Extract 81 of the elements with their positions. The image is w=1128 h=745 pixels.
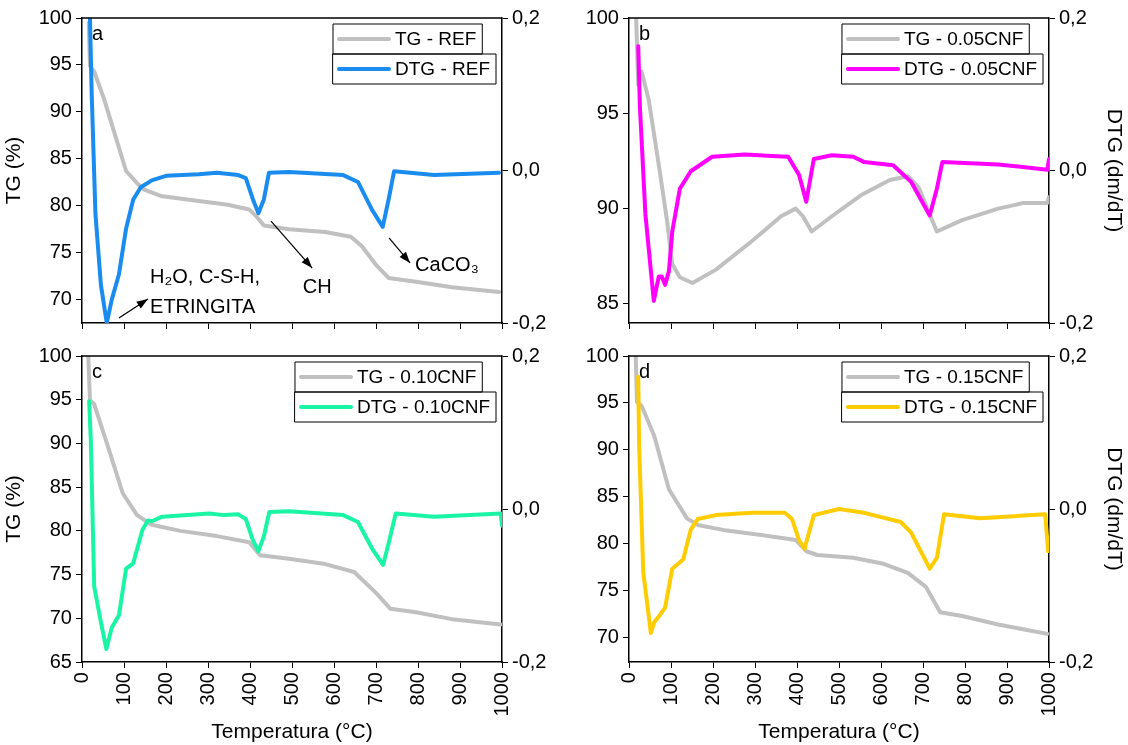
- x-tick-label: 400: [784, 672, 807, 706]
- annotation: a: [92, 21, 104, 44]
- y-tick-label: 90: [596, 437, 619, 460]
- x-tick-label: 700: [363, 672, 386, 706]
- annotation: d: [639, 359, 651, 382]
- x-tick-label: 900: [447, 672, 470, 706]
- legend-label: DTG - 0.05CNF: [903, 58, 1038, 80]
- y2-tick-label: -0,2: [1059, 649, 1094, 672]
- x-axis-title: Temperatura (°C): [758, 719, 920, 743]
- y-tick-label: 95: [49, 387, 72, 410]
- y-tick-label: 75: [596, 578, 619, 601]
- x-tick-label: 900: [994, 672, 1017, 706]
- x-tick-label: 400: [237, 672, 260, 706]
- legend-label: DTG - 0.15CNF: [903, 396, 1038, 418]
- y2-tick-label: 0,2: [512, 5, 540, 28]
- y-tick-label: 100: [38, 343, 72, 366]
- y-tick-label: 80: [596, 531, 619, 554]
- y2-tick-label: -0,2: [1059, 310, 1094, 333]
- legend-label: DTG - REF: [395, 58, 491, 80]
- x-tick-label: 1000: [1036, 672, 1059, 717]
- y-tick-label: 85: [49, 474, 72, 497]
- x-tick-label: 600: [868, 672, 891, 706]
- y2-tick-label: 0,2: [512, 343, 540, 366]
- y2-axis-title: DTG (dm/dT): [1103, 108, 1127, 233]
- y-tick-label: 85: [596, 291, 619, 314]
- y-tick-label: 100: [585, 5, 619, 28]
- x-tick-label: 0: [616, 672, 639, 684]
- y-axis-title: TG (%): [1, 475, 25, 543]
- y2-tick-label: 0,2: [1059, 5, 1087, 28]
- y-tick-label: 75: [49, 240, 72, 263]
- y-tick-label: 70: [49, 287, 72, 310]
- y2-tick-label: 0,0: [512, 158, 540, 181]
- y2-axis-title: DTG (dm/dT): [1103, 447, 1127, 571]
- legend-label: TG - REF: [395, 28, 477, 50]
- y-tick-label: 85: [596, 484, 619, 507]
- annotation: H₂O, C-S-H, ETRINGITA: [150, 265, 261, 318]
- legend-label: DTG - 0.10CNF: [356, 396, 491, 418]
- y-tick-label: 95: [49, 52, 72, 75]
- x-axis-title: Temperatura (°C): [211, 719, 373, 743]
- y-tick-label: 100: [585, 343, 619, 366]
- x-tick-label: 100: [111, 672, 134, 706]
- legend-label: TG - 0.15CNF: [903, 366, 1024, 388]
- y-axis-title: TG (%): [1, 136, 25, 205]
- y-tick-label: 80: [49, 193, 72, 216]
- legend-label: TG - 0.05CNF: [903, 28, 1024, 50]
- x-tick-label: 1000: [489, 672, 512, 717]
- y-tick-label: 90: [49, 99, 72, 122]
- y2-tick-label: 0,0: [1059, 158, 1087, 181]
- x-tick-label: 600: [321, 672, 344, 706]
- x-tick-label: 500: [279, 672, 302, 706]
- x-tick-label: 100: [658, 672, 681, 706]
- y-tick-label: 95: [596, 390, 619, 413]
- x-tick-label: 300: [195, 672, 218, 706]
- y-tick-label: 80: [49, 518, 72, 541]
- x-tick-label: 200: [700, 672, 723, 706]
- x-tick-label: 200: [153, 672, 176, 706]
- y2-tick-label: -0,2: [512, 310, 547, 333]
- y-tick-label: 70: [49, 605, 72, 628]
- y-tick-label: 90: [49, 430, 72, 453]
- x-tick-label: 700: [910, 672, 933, 706]
- y-tick-label: 75: [49, 562, 72, 585]
- annotation: CH: [302, 274, 332, 297]
- x-tick-label: 500: [826, 672, 849, 706]
- y-tick-label: 85: [49, 146, 72, 169]
- y2-tick-label: -0,2: [512, 649, 547, 672]
- x-tick-label: 0: [69, 672, 92, 684]
- annotation: CaCO₃: [415, 253, 479, 276]
- x-tick-label: 300: [742, 672, 765, 706]
- annotation: b: [639, 21, 651, 44]
- y-tick-label: 70: [596, 625, 619, 648]
- y-tick-label: 65: [49, 649, 72, 672]
- x-tick-label: 800: [952, 672, 975, 706]
- y2-tick-label: 0,0: [1059, 496, 1087, 519]
- y-tick-label: 95: [596, 100, 619, 123]
- x-tick-label: 800: [405, 672, 428, 706]
- y-tick-label: 100: [38, 5, 72, 28]
- annotation: c: [92, 359, 102, 382]
- legend-label: TG - 0.10CNF: [356, 366, 477, 388]
- y-tick-label: 90: [596, 196, 619, 219]
- y2-tick-label: 0,0: [512, 496, 540, 519]
- y2-tick-label: 0,2: [1059, 343, 1087, 366]
